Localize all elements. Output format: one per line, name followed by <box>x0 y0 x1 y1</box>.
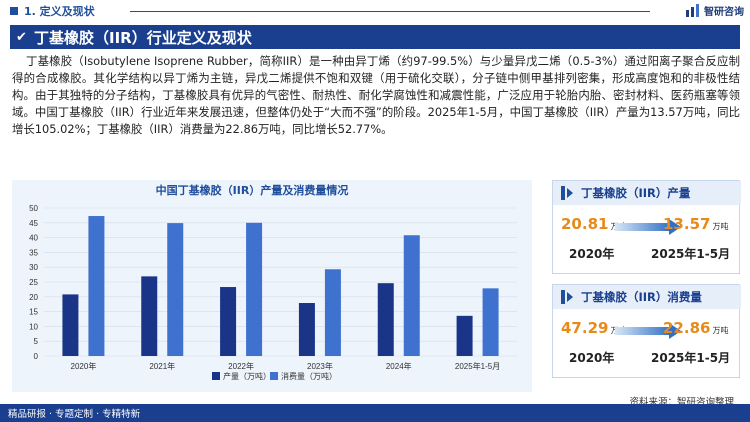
right-value-unit: 万吨 <box>712 326 729 335</box>
y-tick-label: 45 <box>29 219 38 228</box>
card-header: 丁基橡胶（IIR）产量 <box>553 181 741 205</box>
card-right-year: 2025年1-5月 <box>651 247 731 261</box>
bar-production <box>377 283 394 356</box>
intro-paragraph: 丁基橡胶（Isobutylene Isoprene Rubber，简称IIR）是… <box>12 54 740 136</box>
y-tick-label: 15 <box>29 308 38 317</box>
section-marker-icon <box>10 7 18 15</box>
y-tick-label: 25 <box>29 278 38 287</box>
check-icon: ✔ <box>16 29 27 45</box>
bar-production <box>456 315 473 356</box>
card-right-value: 13.57 万吨 <box>663 215 728 233</box>
section-heading: 1. 定义及现状 <box>0 0 150 22</box>
right-value-unit: 万吨 <box>712 222 729 231</box>
x-tick-label: 2025年1-5月 <box>455 361 500 371</box>
legend-swatch <box>212 372 220 380</box>
right-value-number: 13.57 <box>663 215 711 233</box>
bar-consumption <box>403 235 420 356</box>
x-tick-label: 2021年 <box>149 361 175 371</box>
footer-bar: 精品研报 · 专题定制 · 专精特新 <box>0 404 750 422</box>
card-values: 47.29 万吨 22.86万吨 <box>553 319 741 345</box>
card-values: 20.81 万吨 13.57万吨 <box>553 215 741 241</box>
x-tick-label: 2024年 <box>386 361 412 371</box>
bar-consumption <box>167 223 184 356</box>
y-tick-label: 35 <box>29 248 38 257</box>
x-tick-label: 2020年 <box>71 361 97 371</box>
chart-panel: 中国丁基橡胶（IIR）产量及消费量情况 0 5 10 15 20 25 30 35 40 45 50… <box>12 180 532 392</box>
production-card: 丁基橡胶（IIR）产量 20.81 万吨 13.57万吨 2020年 2025年1… <box>552 180 741 274</box>
card-header: 丁基橡胶（IIR）消费量 <box>553 285 741 309</box>
brand-logo: 智研咨询 <box>685 3 744 18</box>
source-note: 资料来源：智研咨询整理 <box>629 397 734 408</box>
x-tick-label: 2023年 <box>307 361 333 371</box>
bar-chart: 0 5 10 15 20 25 30 35 40 45 50 2020年 2021年 2022年 2023年… <box>29 204 517 381</box>
left-value-number: 47.29 <box>561 319 609 337</box>
bar-production <box>141 276 158 356</box>
growth-arrow-icon <box>615 323 681 339</box>
page-title: 丁基橡胶（IIR）行业定义及现状 <box>34 28 252 47</box>
bar-production <box>220 287 237 356</box>
legend-swatch <box>270 372 278 380</box>
brand-icon <box>686 3 699 17</box>
bar-consumption <box>88 216 105 356</box>
growth-arrow-icon <box>615 219 681 235</box>
right-value-number: 22.86 <box>663 319 711 337</box>
title-banner: ✔ 丁基橡胶（IIR）行业定义及现状 <box>10 25 740 49</box>
footer-tagline: 精品研报 · 专题定制 · 专精特新 <box>8 409 141 420</box>
bar-consumption <box>246 222 263 356</box>
chart-title: 中国丁基橡胶（IIR）产量及消费量情况 <box>155 184 349 197</box>
y-tick-label: 10 <box>29 322 38 331</box>
card-right-value: 22.86 万吨 <box>663 319 728 337</box>
card-marker-icon <box>561 290 565 304</box>
bar-consumption <box>324 269 341 356</box>
bar-production <box>62 294 79 356</box>
left-value-number: 20.81 <box>561 215 609 233</box>
y-tick-label: 5 <box>34 337 39 346</box>
y-tick-label: 40 <box>29 234 38 243</box>
card-arrow-icon <box>567 292 573 302</box>
y-tick-label: 20 <box>29 293 38 302</box>
legend-label: 消费量（万吨） <box>281 371 337 381</box>
card-right-year: 2025年1-5月 <box>651 351 731 365</box>
bar-consumption <box>482 288 499 356</box>
y-tick-label: 50 <box>29 204 38 213</box>
header-divider <box>130 11 650 12</box>
x-tick-label: 2022年 <box>228 361 254 371</box>
card-marker-icon <box>561 186 565 200</box>
card-title: 丁基橡胶（IIR）产量 <box>581 186 691 200</box>
y-tick-label: 30 <box>29 263 38 272</box>
bar-production <box>298 303 315 356</box>
top-bar: 1. 定义及现状 智研咨询 <box>0 0 750 22</box>
section-title: 1. 定义及现状 <box>24 5 95 18</box>
card-left-year: 2020年 <box>569 351 615 365</box>
consumption-card: 丁基橡胶（IIR）消费量 47.29 万吨 22.86万吨 2020年 2025年… <box>552 284 741 378</box>
card-left-year: 2020年 <box>569 247 615 261</box>
legend-label: 产量（万吨） <box>223 371 271 381</box>
card-title: 丁基橡胶（IIR）消费量 <box>581 290 702 304</box>
y-tick-label: 0 <box>34 352 39 361</box>
brand-name: 智研咨询 <box>704 7 744 18</box>
card-arrow-icon <box>567 188 573 198</box>
